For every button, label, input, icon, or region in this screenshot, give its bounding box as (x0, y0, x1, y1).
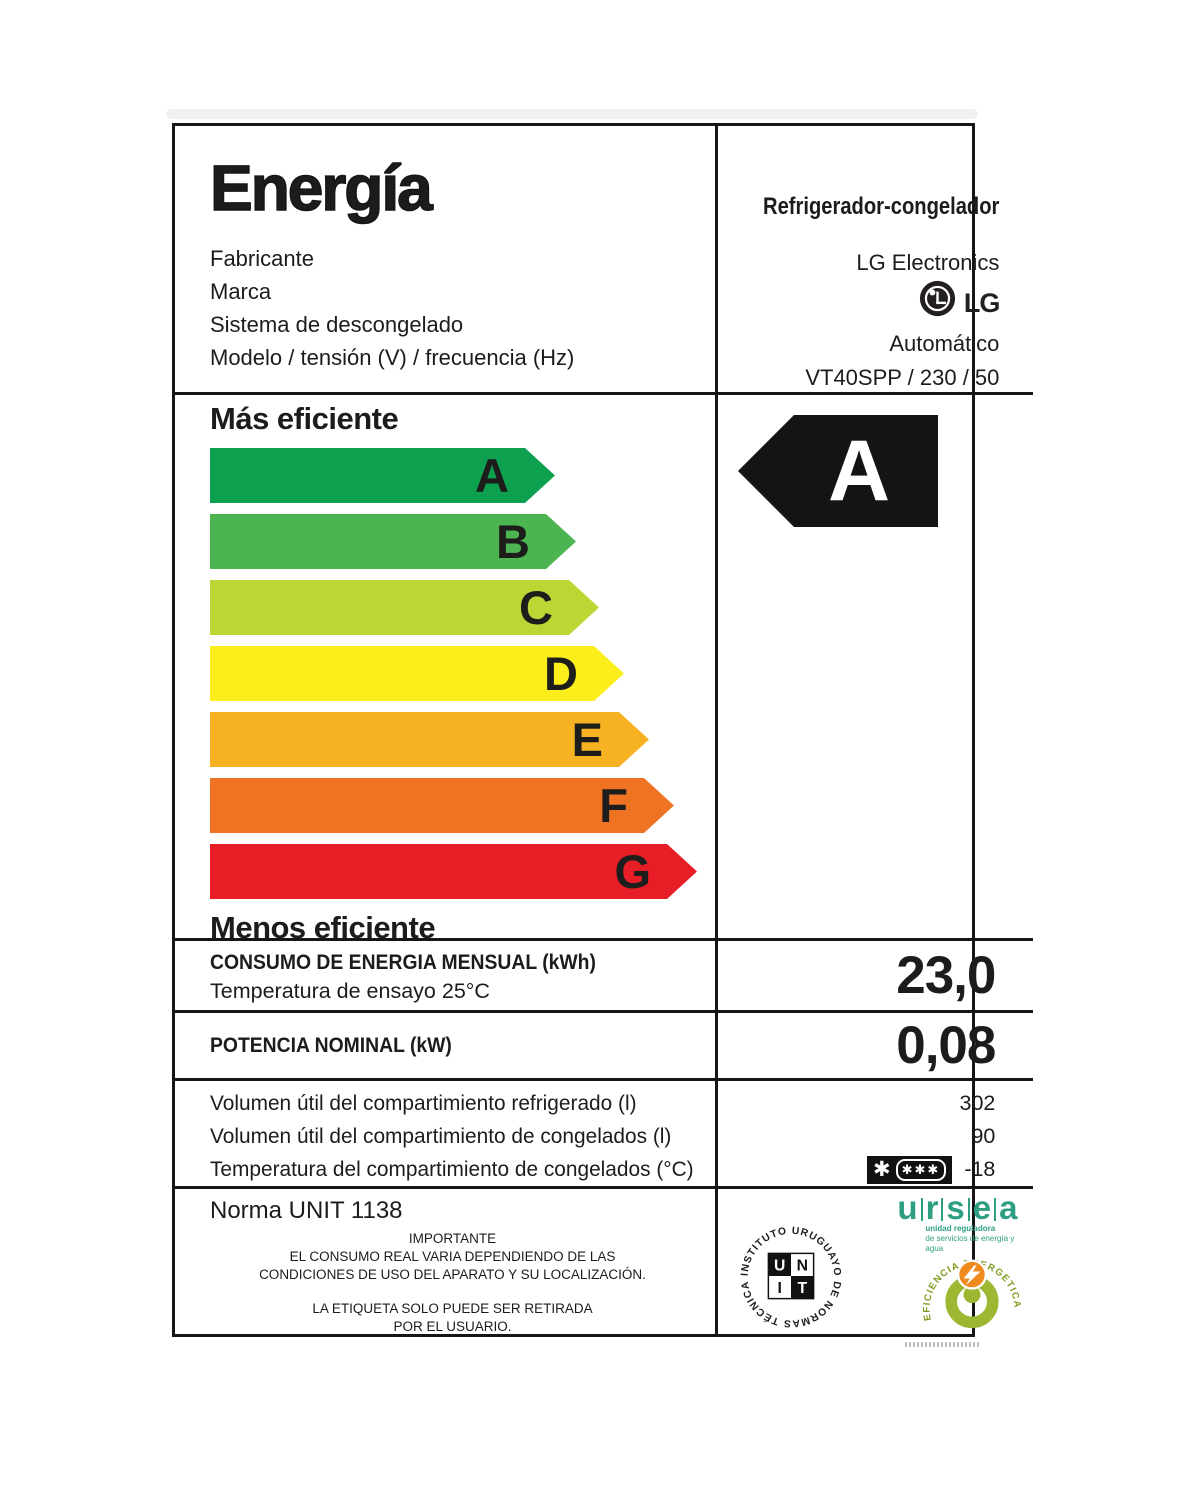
volume-labels: Volumen útil del compartimiento refriger… (175, 1081, 715, 1189)
freezer-star-rating-icon: ✱ ✱✱✱ (867, 1155, 953, 1184)
rating-grade-letter: A (827, 422, 891, 519)
energy-efficiency-logo: EFICIENCIA ENERGETICA (909, 1243, 1035, 1342)
important-notice: IMPORTANTE EL CONSUMO REAL VARIA DEPENDI… (210, 1230, 715, 1336)
removal-lines: LA ETIQUETA SOLO PUEDE SER RETIRADA POR E… (312, 1301, 593, 1334)
fine-print-code (905, 1342, 979, 1347)
appliance-type: Refrigerador-congelador (763, 193, 1000, 220)
ursea-tagline: unidad reguladora de servicios de energí… (925, 1224, 1015, 1254)
footer-left-section: Norma UNIT 1138 IMPORTANTE EL CONSUMO RE… (175, 1189, 715, 1336)
footer-right-section: INSTITUTO URUGUAYO DE NORMAS TÉCNICAS U … (715, 1189, 1033, 1336)
header-field-labels: Fabricante Marca Sistema de descongelado Mo… (210, 242, 715, 374)
volume-row-label: Volumen útil del compartimiento de conge… (210, 1124, 672, 1148)
grade-letter: C (519, 581, 553, 634)
efficiency-arrow-b: B (210, 514, 576, 569)
unit-letter-u: U (774, 1258, 785, 1275)
unit-letter-i: I (778, 1280, 782, 1297)
grade-letter: F (599, 779, 628, 832)
unit-stamp-logo: INSTITUTO URUGUAYO DE NORMAS TÉCNICAS U … (728, 1209, 850, 1340)
efficiency-arrow-f: F (210, 778, 674, 833)
important-lines: EL CONSUMO REAL VARIA DEPENDIENDO DE LAS… (259, 1249, 646, 1282)
efficiency-arrow-d: D (210, 646, 624, 701)
header-field-label: Sistema de descongelado (210, 312, 464, 337)
important-title: IMPORTANTE (408, 1231, 497, 1246)
grade-letter: G (614, 845, 651, 898)
less-efficient-label: Menos eficiente (210, 910, 436, 945)
header-field-label: Fabricante (210, 246, 314, 271)
unit-letter-t: T (798, 1280, 808, 1297)
header-field-label: Marca (210, 279, 272, 304)
consumption-value: 23,0 (715, 941, 1034, 1013)
volume-row-label: Volumen útil del compartimiento refriger… (210, 1091, 637, 1115)
consumption-row: CONSUMO DE ENERGIA MENSUAL (kWh) Tempera… (175, 941, 715, 1013)
bolt-icon (963, 1265, 981, 1286)
rating-arrow: A (738, 415, 938, 527)
power-row: POTENCIA NOMINAL (kW) (175, 1013, 715, 1081)
header-right-section: Refrigerador-congelador LG Electronics L… (715, 126, 1034, 395)
volume-row-value: 302 (959, 1091, 996, 1115)
efficiency-arrow-c: C (210, 580, 599, 635)
header-field-label: Modelo / tensión (V) / frecuencia (Hz) (210, 345, 575, 370)
volume-row-value: ✱ ✱✱✱ -18 (718, 1153, 995, 1186)
grade-letter: A (475, 449, 509, 502)
volume-row-value: 90 (971, 1124, 996, 1148)
grade-letter: E (571, 713, 603, 766)
brand-wordmark: LG (963, 287, 1000, 318)
unit-letter-n: N (797, 1258, 808, 1275)
efficiency-arrow-e: E (210, 712, 649, 767)
consumption-label: CONSUMO DE ENERGIA MENSUAL (kWh) (210, 950, 596, 974)
grade-letter: B (496, 515, 530, 568)
efficiency-arrow-a: A (210, 448, 555, 503)
consumption-sublabel: Temperatura de ensayo 25°C (210, 979, 490, 1003)
volume-values: 302 90 ✱ ✱✱✱ -18 (715, 1081, 1034, 1189)
energy-label: Energía Fabricante Marca Sistema de descon… (172, 123, 1034, 1337)
efficiency-arrow-g: G (210, 844, 697, 899)
rating-section: A (715, 395, 1034, 941)
lg-logo-icon (919, 280, 956, 325)
manufacturer-value: LG Electronics (856, 250, 1000, 275)
scan-artifact-bar (166, 109, 978, 119)
norm-label: Norma UNIT 1138 (210, 1197, 403, 1224)
power-value: 0,08 (715, 1013, 1034, 1081)
header-left-section: Energía Fabricante Marca Sistema de descon… (175, 126, 715, 395)
power-label: POTENCIA NOMINAL (kW) (210, 1033, 452, 1057)
model-voltage-frequency-value: VT40SPP / 230 / 50 (805, 365, 1000, 390)
more-efficient-label: Más eficiente (210, 401, 399, 436)
grade-letter: D (544, 647, 578, 700)
defrost-system-value: Automático (889, 331, 1000, 356)
brand-row: LG (718, 280, 1000, 325)
volume-row-label: Temperatura del compartimiento de congel… (210, 1157, 694, 1181)
page-title: Energía (209, 152, 433, 224)
